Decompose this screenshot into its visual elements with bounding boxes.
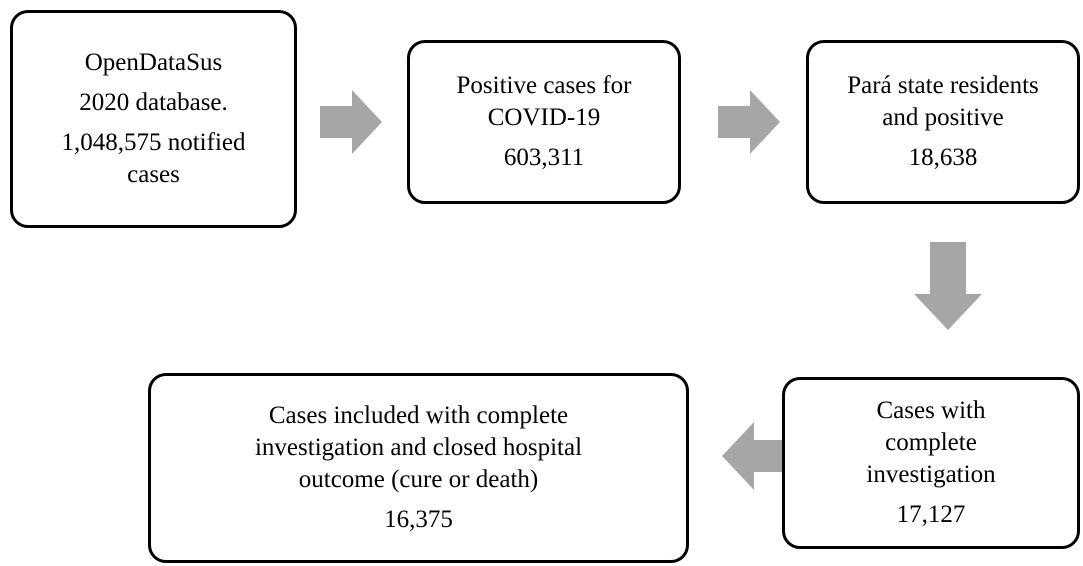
node-text: and positive	[882, 104, 1004, 131]
node-text: 18,638	[908, 144, 978, 171]
node-text: 603,311	[503, 144, 585, 171]
arrow-down	[914, 242, 982, 330]
node-text: complete	[885, 429, 977, 456]
node: Positive cases for COVID-19 603,311	[407, 40, 681, 204]
node-text: cases	[127, 161, 180, 188]
node: Cases with complete investigation 17,127	[782, 377, 1080, 549]
node-text: 1,048,575 notified	[61, 129, 246, 156]
node-text: 16,375	[384, 506, 453, 533]
node-text: COVID-19	[487, 104, 601, 131]
node: Pará state residents and positive 18,638	[806, 40, 1080, 204]
node-text: Cases included with complete	[268, 402, 569, 429]
arrow-left	[722, 422, 784, 490]
node-text: Pará state residents	[847, 72, 1039, 99]
node: OpenDataSus 2020 database. 1,048,575 not…	[10, 10, 297, 228]
node-text: 17,127	[896, 501, 966, 528]
node-text: outcome (cure or death)	[298, 466, 539, 493]
node-text: OpenDataSus	[84, 49, 223, 76]
arrow-right	[320, 90, 382, 154]
node-text: Cases with	[876, 397, 986, 424]
node-text: 2020 database.	[79, 89, 228, 116]
node-text: Positive cases for	[456, 72, 632, 99]
node-text: investigation	[866, 461, 996, 488]
node-text: investigation and closed hospital	[254, 434, 583, 461]
arrow-right	[718, 90, 780, 154]
node: Cases included with complete investigati…	[148, 373, 689, 563]
